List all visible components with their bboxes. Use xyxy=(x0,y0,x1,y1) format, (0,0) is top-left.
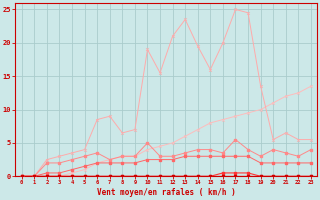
X-axis label: Vent moyen/en rafales ( km/h ): Vent moyen/en rafales ( km/h ) xyxy=(97,188,236,197)
